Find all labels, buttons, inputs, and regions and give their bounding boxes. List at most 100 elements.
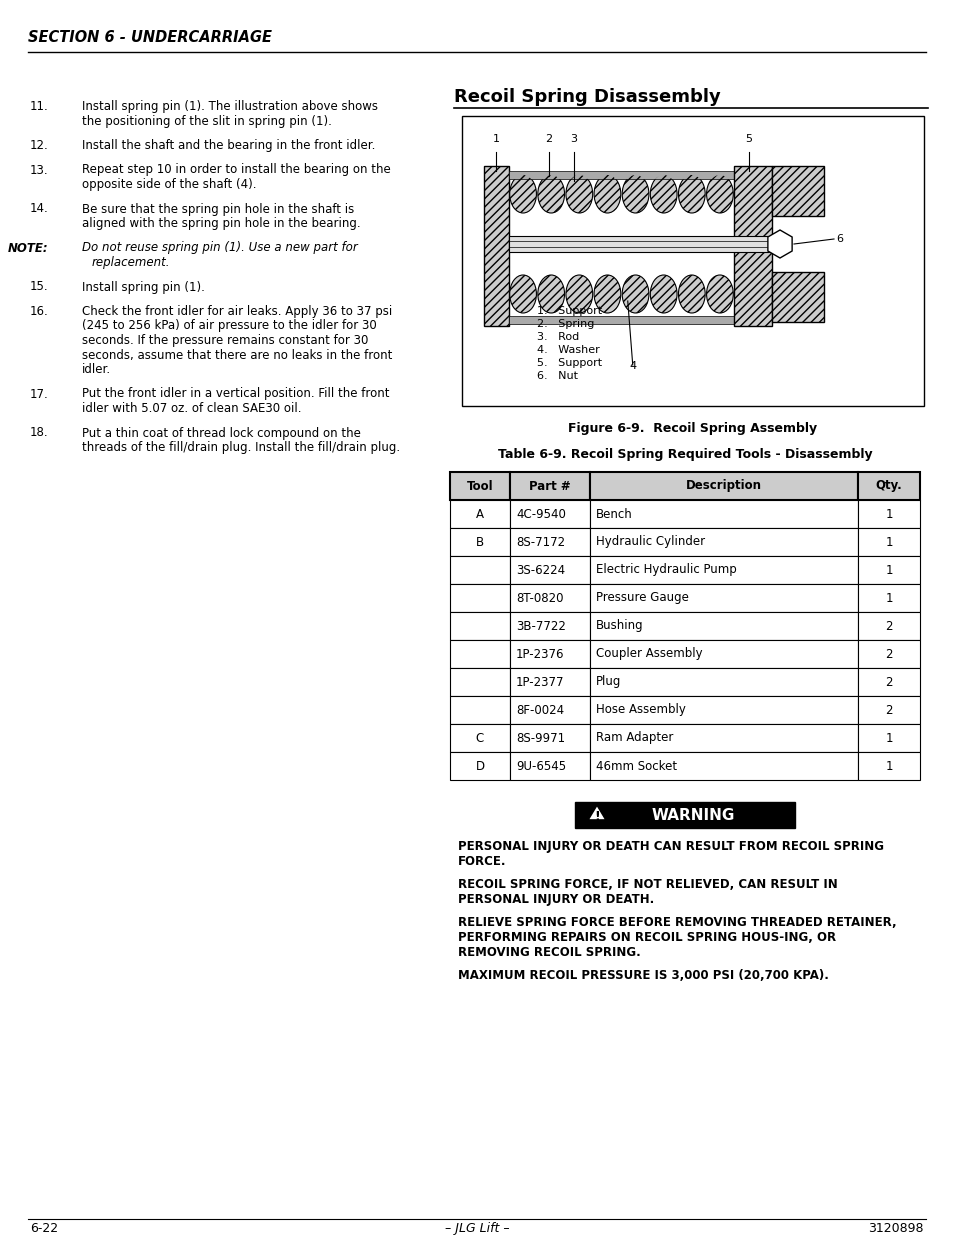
Ellipse shape	[650, 275, 677, 312]
Bar	[857, 500, 919, 529]
Text: REMOVING RECOIL SPRING.: REMOVING RECOIL SPRING.	[457, 946, 640, 960]
Text: 3.   Rod: 3. Rod	[537, 332, 578, 342]
Bar	[450, 668, 510, 697]
Ellipse shape	[650, 175, 677, 212]
Bar	[857, 584, 919, 613]
Text: Figure 6-9.  Recoil Spring Assembly: Figure 6-9. Recoil Spring Assembly	[568, 422, 817, 435]
Text: 2: 2	[545, 135, 552, 144]
Bar	[450, 752, 510, 781]
Text: 6.   Nut: 6. Nut	[537, 370, 578, 382]
Text: 3S-6224: 3S-6224	[516, 563, 564, 577]
Text: Electric Hydraulic Pump: Electric Hydraulic Pump	[596, 563, 736, 577]
Ellipse shape	[509, 275, 536, 312]
Bar	[589, 556, 857, 584]
Bar	[510, 724, 589, 752]
Text: Install spring pin (1). The illustration above shows: Install spring pin (1). The illustration…	[82, 100, 377, 112]
Bar	[510, 613, 589, 640]
Text: Qty.: Qty.	[875, 479, 902, 493]
Bar	[450, 556, 510, 584]
Text: PERSONAL INJURY OR DEATH CAN RESULT FROM RECOIL SPRING: PERSONAL INJURY OR DEATH CAN RESULT FROM…	[457, 840, 883, 853]
Bar	[461, 116, 923, 406]
Text: A: A	[476, 508, 483, 520]
Bar	[589, 472, 857, 500]
Bar	[510, 697, 589, 724]
Bar	[510, 752, 589, 781]
Text: 4.   Washer: 4. Washer	[537, 345, 599, 354]
Text: MAXIMUM RECOIL PRESSURE IS 3,000 PSI (20,700 KPA).: MAXIMUM RECOIL PRESSURE IS 3,000 PSI (20…	[457, 969, 828, 982]
Text: opposite side of the shaft (4).: opposite side of the shaft (4).	[82, 178, 256, 191]
Text: 14.: 14.	[30, 203, 48, 215]
Text: 1: 1	[884, 592, 892, 604]
Text: Plug: Plug	[596, 676, 620, 688]
Bar	[589, 697, 857, 724]
Text: 2: 2	[884, 676, 892, 688]
Bar	[589, 584, 857, 613]
Bar	[575, 802, 794, 827]
Ellipse shape	[678, 175, 704, 212]
Bar	[771, 272, 823, 322]
Text: 46mm Socket: 46mm Socket	[596, 760, 677, 773]
Text: the positioning of the slit in spring pin (1).: the positioning of the slit in spring pi…	[82, 115, 332, 127]
Text: idler with 5.07 oz. of clean SAE30 oil.: idler with 5.07 oz. of clean SAE30 oil.	[82, 403, 301, 415]
Bar	[857, 529, 919, 556]
Ellipse shape	[706, 175, 733, 212]
Text: idler.: idler.	[82, 363, 111, 375]
Text: 1P-2377: 1P-2377	[516, 676, 564, 688]
Bar	[509, 236, 768, 252]
Text: seconds, assume that there are no leaks in the front: seconds, assume that there are no leaks …	[82, 348, 392, 362]
Text: 2.   Spring: 2. Spring	[537, 319, 594, 329]
Text: Pressure Gauge: Pressure Gauge	[596, 592, 688, 604]
Bar	[509, 170, 733, 179]
Bar	[450, 697, 510, 724]
Bar	[510, 529, 589, 556]
Text: 5: 5	[744, 135, 752, 144]
Bar	[510, 640, 589, 668]
Text: D: D	[475, 760, 484, 773]
Ellipse shape	[537, 175, 564, 212]
Text: 8T-0820: 8T-0820	[516, 592, 563, 604]
Bar	[771, 165, 823, 216]
Bar	[483, 165, 509, 326]
Bar	[589, 640, 857, 668]
Text: 13.: 13.	[30, 163, 48, 177]
Bar	[857, 668, 919, 697]
Bar	[510, 668, 589, 697]
Polygon shape	[767, 230, 791, 258]
Text: 18.: 18.	[30, 426, 48, 440]
Bar	[589, 500, 857, 529]
Text: 2: 2	[884, 620, 892, 632]
Text: 1: 1	[884, 508, 892, 520]
Bar	[857, 613, 919, 640]
Text: 4: 4	[629, 361, 636, 370]
Ellipse shape	[594, 275, 620, 312]
Bar	[733, 165, 771, 326]
Text: PERFORMING REPAIRS ON RECOIL SPRING HOUS-ING, OR: PERFORMING REPAIRS ON RECOIL SPRING HOUS…	[457, 931, 835, 944]
Text: Bushing: Bushing	[596, 620, 643, 632]
Text: !: !	[594, 809, 599, 823]
Text: 9U-6545: 9U-6545	[516, 760, 565, 773]
Bar	[483, 165, 509, 326]
Text: Tool: Tool	[466, 479, 493, 493]
Text: Recoil Spring Disassembly: Recoil Spring Disassembly	[454, 88, 720, 106]
Text: WARNING: WARNING	[651, 808, 734, 823]
Bar	[857, 472, 919, 500]
Text: – JLG Lift –: – JLG Lift –	[444, 1221, 509, 1235]
Ellipse shape	[706, 275, 733, 312]
Text: RELIEVE SPRING FORCE BEFORE REMOVING THREADED RETAINER,: RELIEVE SPRING FORCE BEFORE REMOVING THR…	[457, 916, 896, 929]
Ellipse shape	[621, 175, 648, 212]
Text: 1: 1	[884, 563, 892, 577]
Text: FORCE.: FORCE.	[457, 855, 506, 868]
Text: aligned with the spring pin hole in the bearing.: aligned with the spring pin hole in the …	[82, 217, 360, 230]
Ellipse shape	[621, 275, 648, 312]
Text: Repeat step 10 in order to install the bearing on the: Repeat step 10 in order to install the b…	[82, 163, 391, 177]
Text: Install spring pin (1).: Install spring pin (1).	[82, 280, 205, 294]
Bar	[857, 640, 919, 668]
Bar	[450, 472, 510, 500]
Text: Ram Adapter: Ram Adapter	[596, 731, 673, 745]
Text: 5.   Support: 5. Support	[537, 358, 601, 368]
Bar	[450, 640, 510, 668]
Text: Put a thin coat of thread lock compound on the: Put a thin coat of thread lock compound …	[82, 426, 360, 440]
Text: Bench: Bench	[596, 508, 632, 520]
Text: Table 6-9. Recoil Spring Required Tools - Disassembly: Table 6-9. Recoil Spring Required Tools …	[497, 448, 871, 461]
Text: 8F-0024: 8F-0024	[516, 704, 563, 716]
